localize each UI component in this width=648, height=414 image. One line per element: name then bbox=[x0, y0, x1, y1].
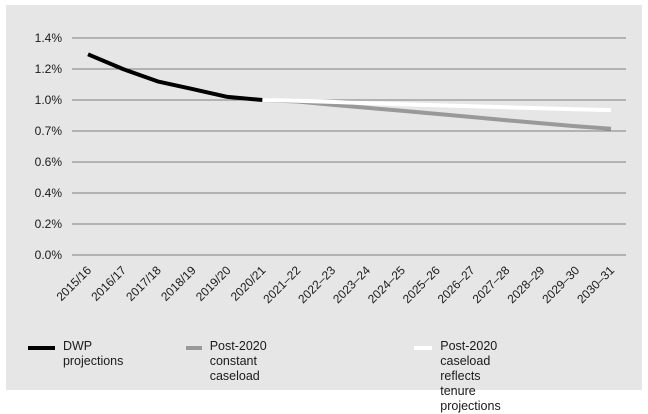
x-tick-label: 2025–26 bbox=[400, 263, 443, 306]
x-tick-label: 2019/20 bbox=[193, 263, 234, 304]
x-tick-label: 2024–25 bbox=[365, 263, 408, 306]
series-line-1 bbox=[262, 98, 612, 131]
x-tick-label: 2027–28 bbox=[470, 263, 513, 306]
y-axis-tick-labels: 0.0% 0.2% 0.4% 0.6% 0.7% 1.0% 1.2% 1.4% bbox=[35, 31, 63, 262]
legend-item-tenure-projections: Post-2020 caseload reflects tenure proje… bbox=[414, 339, 518, 414]
legend-item-dwp-projections: DWP projections bbox=[28, 339, 132, 369]
x-tick-label: 2022–23 bbox=[295, 263, 338, 306]
x-tick-label: 2030–31 bbox=[574, 263, 617, 306]
x-tick-label: 2029–30 bbox=[539, 263, 582, 306]
x-tick-label: 2016/17 bbox=[88, 263, 129, 304]
x-tick-label: 2018/19 bbox=[158, 263, 199, 304]
legend-label-tenure-projections: Post-2020 caseload reflects tenure proje… bbox=[440, 339, 501, 413]
y-tick-label: 0.6% bbox=[35, 155, 63, 169]
legend-label-dwp-projections: DWP projections bbox=[62, 339, 124, 368]
legend-item-constant-caseload: Post-2020 constant caseload bbox=[186, 339, 280, 384]
x-tick-label: 2023–24 bbox=[330, 263, 373, 306]
y-tick-label: 0.0% bbox=[35, 248, 63, 262]
x-tick-label: 2028–29 bbox=[504, 263, 547, 306]
x-tick-label: 2026–27 bbox=[435, 263, 478, 306]
y-tick-label: 0.2% bbox=[35, 217, 63, 231]
legend-swatch-tenure-projections bbox=[414, 346, 433, 350]
gridlines bbox=[72, 37, 626, 256]
y-tick-label: 0.4% bbox=[35, 186, 63, 200]
chart-panel: 0.0% 0.2% 0.4% 0.6% 0.7% 1.0% 1.2% 1.4% 2015/16… bbox=[6, 5, 642, 413]
y-tick-label: 1.0% bbox=[35, 93, 63, 107]
x-axis-tick-labels: 2015/162016/172017/182018/192019/202020/… bbox=[54, 263, 618, 306]
line-chart: 0.0% 0.2% 0.4% 0.6% 0.7% 1.0% 1.2% 1.4% 2015/16… bbox=[35, 31, 626, 306]
y-tick-label: 1.2% bbox=[35, 62, 63, 76]
y-tick-label: 1.4% bbox=[35, 31, 63, 45]
legend-swatch-dwp-projections bbox=[28, 346, 55, 350]
y-tick-label: 0.7% bbox=[35, 124, 63, 138]
x-tick-label: 2015/16 bbox=[54, 263, 95, 304]
series-line-2 bbox=[262, 98, 612, 113]
series-lines bbox=[87, 52, 612, 131]
x-tick-label: 2021–22 bbox=[260, 263, 303, 306]
legend-swatch-constant-caseload bbox=[186, 346, 202, 350]
legend-label-constant-caseload: Post-2020 constant caseload bbox=[209, 339, 267, 383]
x-tick-label: 2017/18 bbox=[123, 263, 164, 304]
series-line-0 bbox=[87, 52, 263, 102]
